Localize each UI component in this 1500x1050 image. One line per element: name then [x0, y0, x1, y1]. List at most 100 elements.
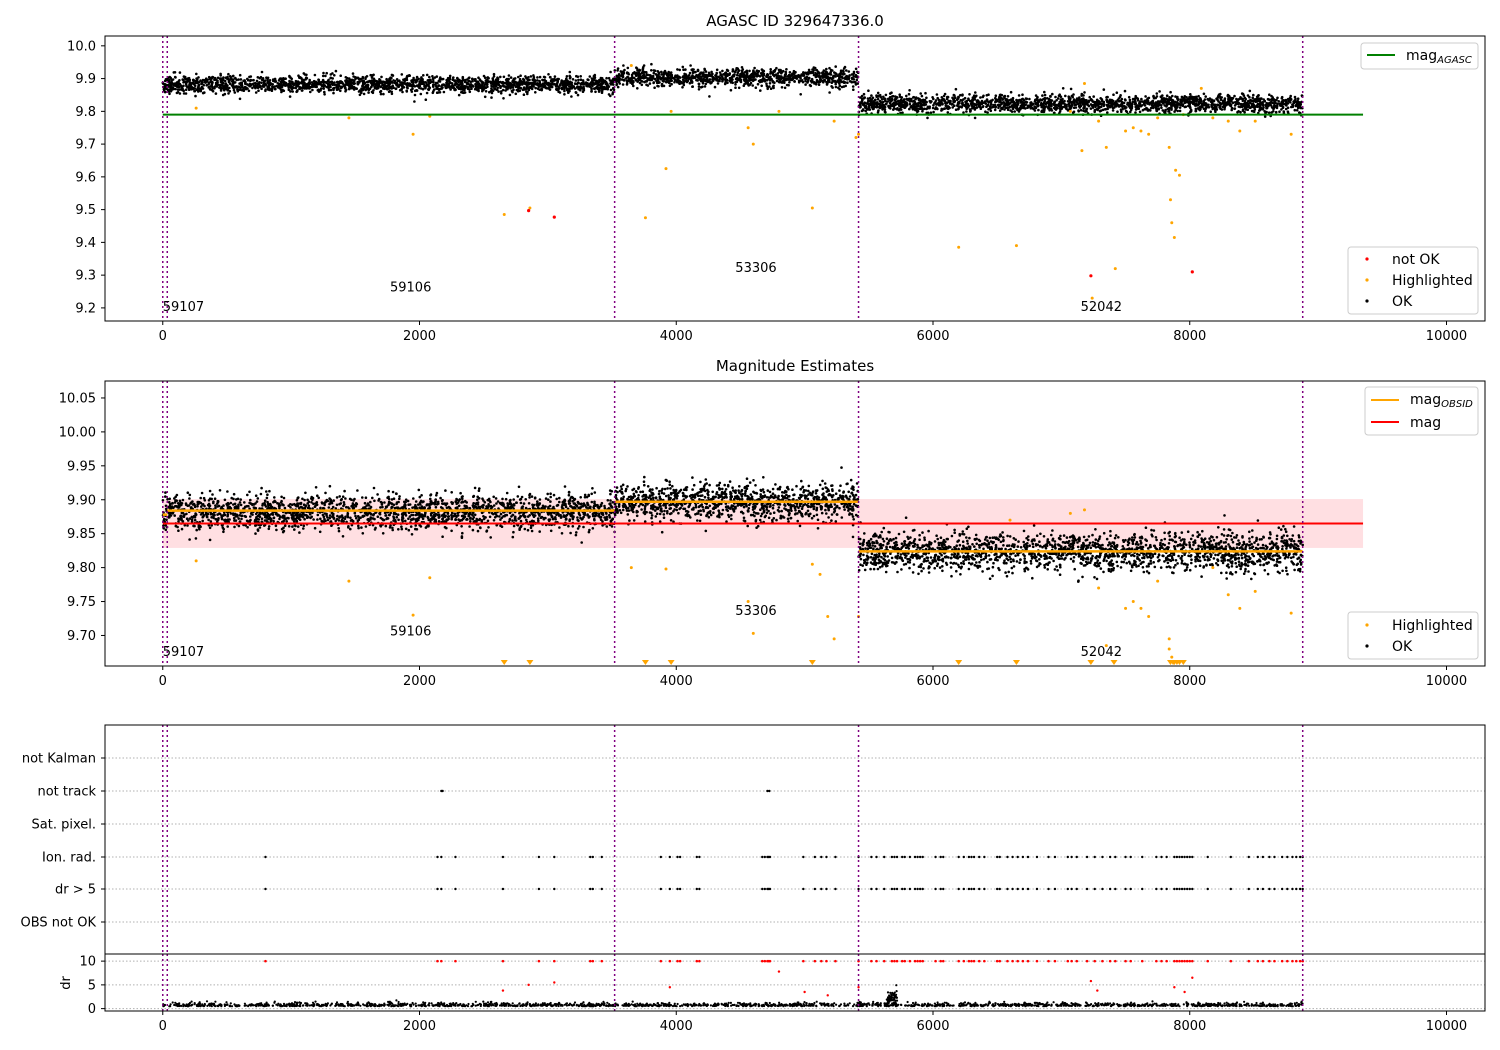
agasc-ok-point [769, 68, 772, 71]
agasc-ok-point [648, 82, 652, 85]
agasc-ok-point [575, 74, 578, 78]
agasc-ok-point [184, 82, 188, 86]
agasc-ok-point [724, 78, 728, 81]
agasc-ok-point [917, 104, 920, 107]
agasc-ok-point [692, 76, 695, 79]
agasc-ok-point [838, 74, 842, 77]
agasc-ok-point [405, 85, 409, 89]
agasc-ok-point [573, 82, 577, 85]
agasc-ok-point [1297, 102, 1301, 105]
agasc-ok-point [1101, 108, 1105, 112]
agasc-ok-point [492, 72, 496, 76]
agasc-ok-point [1100, 103, 1104, 106]
agasc-ok-point [943, 99, 947, 103]
agasc-ok-point [515, 82, 519, 85]
agasc-highlighted-point [669, 109, 673, 113]
agasc-ok-point [926, 116, 929, 120]
agasc-ok-point [1158, 90, 1161, 93]
agasc-ok-point [1026, 105, 1030, 109]
agasc-ok-point [969, 102, 973, 105]
agasc-ok-point [728, 72, 731, 76]
agasc-ok-point [1112, 93, 1115, 96]
agasc-ok-point [847, 70, 851, 73]
agasc-ok-point [358, 89, 362, 92]
agasc-ok-point [801, 80, 805, 84]
agasc-ok-point [363, 81, 366, 85]
agasc-ok-point [1206, 105, 1210, 109]
agasc-ok-point [555, 88, 559, 92]
agasc-ok-point [1009, 90, 1013, 94]
agasc-ok-point [379, 89, 383, 93]
agasc-ok-point [1080, 97, 1084, 101]
agasc-ok-point [866, 97, 870, 100]
agasc-ok-point [1028, 97, 1031, 101]
agasc-ok-point [543, 84, 547, 88]
agasc-ok-point [260, 81, 263, 84]
agasc-ok-point [381, 83, 384, 86]
agasc-ok-point [721, 69, 724, 73]
agasc-ok-point [1041, 94, 1044, 97]
agasc-ok-point [669, 72, 672, 75]
agasc-ok-point [292, 86, 295, 90]
agasc-highlighted-point [1104, 145, 1108, 149]
agasc-ok-point [1295, 109, 1299, 112]
agasc-ok-point [209, 76, 213, 80]
agasc-ok-point [174, 84, 177, 87]
agasc-ok-point [419, 92, 423, 96]
agasc-ok-point [859, 101, 862, 104]
agasc-ok-point [805, 72, 809, 75]
agasc-ok-point [783, 79, 786, 83]
agasc-ok-point [1207, 99, 1211, 102]
agasc-ok-point [1231, 96, 1235, 100]
agasc-ok-point [798, 75, 802, 79]
agasc-ok-point [491, 89, 495, 93]
agasc-ok-point [1061, 87, 1065, 90]
agasc-ok-point [1155, 92, 1159, 95]
agasc-ok-point [412, 76, 415, 80]
agasc-ok-point [550, 83, 553, 86]
agasc-ok-point [932, 97, 935, 101]
agasc-ok-point [1186, 100, 1189, 104]
agasc-ok-point [1195, 99, 1198, 102]
agasc-ok-point [506, 87, 509, 91]
agasc-ok-point [1176, 103, 1180, 106]
magnitude-ok-point [266, 493, 269, 497]
agasc-ok-point [596, 87, 600, 91]
agasc-ok-point [595, 81, 599, 84]
agasc-ok-point [868, 106, 871, 109]
agasc-ok-point [925, 100, 928, 104]
agasc-ok-point [518, 77, 522, 81]
agasc-ok-point [704, 82, 708, 86]
agasc-ok-point [476, 80, 480, 83]
agasc-ok-point [394, 82, 398, 85]
agasc-ok-point [1128, 105, 1131, 108]
agasc-ok-point [273, 85, 277, 88]
agasc-ok-point [715, 75, 718, 78]
agasc-ok-point [985, 94, 989, 97]
agasc-ok-point [804, 79, 807, 83]
agasc-ok-point [262, 80, 266, 84]
agasc-ok-point [1078, 100, 1082, 104]
agasc-ok-point [1198, 97, 1202, 100]
agasc-ok-point [391, 84, 395, 87]
agasc-ok-point [1281, 105, 1285, 109]
agasc-ok-point [1006, 106, 1009, 110]
agasc-ok-point [851, 85, 855, 88]
agasc-ok-point [576, 93, 580, 97]
agasc-ok-point [1123, 89, 1127, 93]
agasc-ok-point [636, 87, 639, 90]
agasc-ok-point [745, 78, 748, 81]
agasc-ok-point [785, 68, 788, 71]
magnitude-ok-point [499, 512, 503, 516]
agasc-ok-point [371, 79, 375, 83]
agasc-ok-point [756, 70, 760, 74]
agasc-ok-point [491, 77, 495, 80]
agasc-ok-point [1150, 100, 1154, 104]
agasc-ok-point [812, 66, 816, 69]
agasc-ok-point [701, 85, 704, 89]
agasc-ok-point [660, 70, 663, 74]
magnitude-ok-point [384, 524, 388, 528]
agasc-ok-point [247, 84, 250, 87]
agasc-ok-point [708, 72, 711, 76]
agasc-ok-point [467, 86, 470, 89]
